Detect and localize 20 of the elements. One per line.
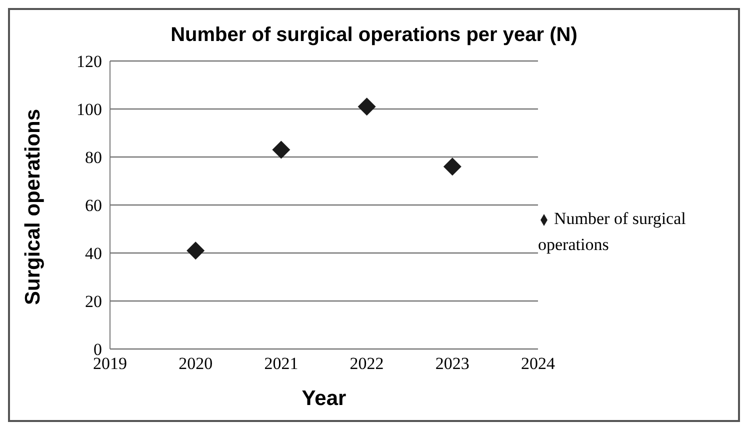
chart-title: Number of surgical operations per year (N): [170, 24, 578, 47]
x-tick-label: 2022: [350, 354, 384, 374]
point: [272, 140, 290, 159]
point: [186, 242, 205, 260]
legend-label: Number of surgical operations: [538, 209, 686, 254]
y-tick-label: 80: [85, 148, 102, 168]
y-tick-label: 60: [85, 196, 102, 216]
x-tick-label: 2024: [521, 354, 556, 374]
x-axis-title: Year: [302, 387, 346, 410]
x-tick-label: 2021: [264, 354, 298, 374]
point: [443, 158, 462, 176]
x-tick-label: 2023: [435, 354, 470, 374]
x-tick-label: 2020: [178, 354, 213, 374]
y-tick-label: 40: [85, 244, 102, 264]
x-tick-label: 2019: [93, 354, 127, 374]
y-axis-title: Surgical operations: [21, 108, 44, 305]
point: [358, 98, 376, 116]
y-tick-label: 100: [76, 100, 102, 120]
y-tick-label: 120: [76, 52, 102, 72]
y-tick-label: 20: [85, 292, 102, 312]
